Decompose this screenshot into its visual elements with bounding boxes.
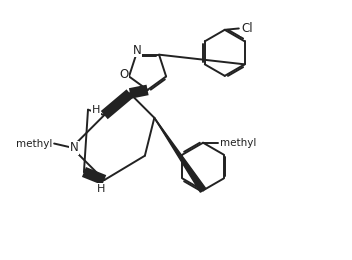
Text: methyl: methyl <box>17 139 53 148</box>
Text: H: H <box>97 184 105 194</box>
Text: O: O <box>119 68 128 81</box>
Polygon shape <box>154 118 206 192</box>
Text: N: N <box>70 141 79 154</box>
Text: Cl: Cl <box>241 22 253 35</box>
Text: methyl: methyl <box>220 138 257 148</box>
Text: N: N <box>133 44 142 57</box>
Text: H: H <box>92 105 100 115</box>
